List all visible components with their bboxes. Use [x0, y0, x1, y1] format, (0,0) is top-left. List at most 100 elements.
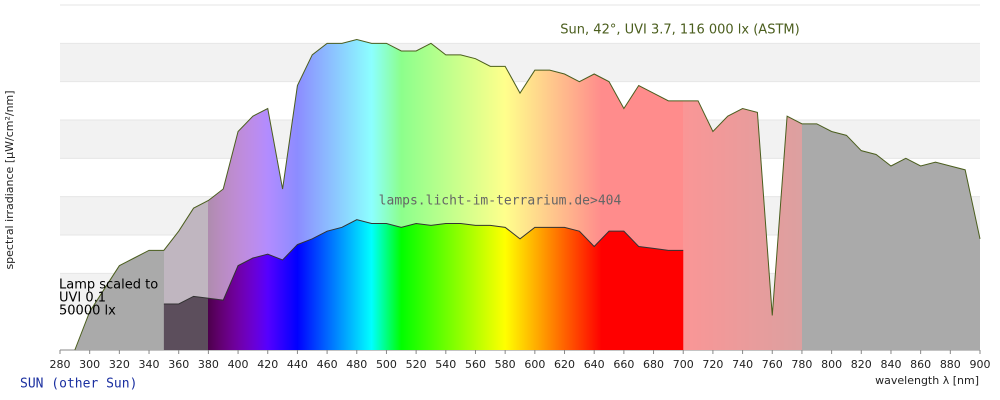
spectrum-fill [438, 219, 440, 350]
spectrum-fill [489, 39, 491, 350]
spectrum-fill [707, 39, 709, 350]
spectrum-fill [394, 39, 396, 350]
spectrum-fill [218, 39, 220, 350]
spectrum-fill [237, 219, 239, 350]
spectrum-fill [379, 219, 381, 350]
spectrum-fill [471, 39, 473, 350]
spectrum-fill [617, 39, 619, 350]
spectrum-fill [600, 219, 602, 350]
spectrum-fill [482, 39, 484, 350]
spectrum-fill [263, 219, 265, 350]
footer-link[interactable]: SUN (other Sun) [20, 377, 137, 392]
spectrum-fill [889, 39, 891, 350]
spectrum-fill [548, 219, 550, 350]
spectrum-fill [234, 219, 236, 350]
spectrum-fill [391, 219, 393, 350]
spectrum-fill [485, 219, 487, 350]
spectrum-fill [730, 39, 732, 350]
spectrum-fill [664, 39, 666, 350]
spectrum-fill [333, 219, 335, 350]
spectrum-fill [428, 39, 430, 350]
spectrum-fill [362, 219, 364, 350]
spectrum-fill [616, 39, 618, 350]
spectrum-fill [232, 219, 234, 350]
spectrum-fill [427, 39, 429, 350]
spectrum-fill [454, 219, 456, 350]
spectrum-fill [615, 39, 617, 350]
spectrum-fill [264, 39, 266, 350]
spectrum-fill [515, 39, 517, 350]
spectrum-fill [443, 219, 445, 350]
spectrum-fill [287, 219, 289, 350]
spectrum-fill [418, 39, 420, 350]
spectrum-fill [551, 39, 553, 350]
spectrum-fill [795, 39, 797, 350]
spectrum-fill [352, 219, 354, 350]
spectrum-fill [643, 219, 645, 350]
spectrum-fill [754, 39, 756, 350]
spectrum-fill [312, 219, 314, 350]
spectrum-fill [380, 39, 382, 350]
spectrum-fill [652, 39, 654, 350]
spectrum-fill [543, 219, 545, 350]
spectrum-fill [484, 219, 486, 350]
spectrum-fill [316, 39, 318, 350]
spectrum-fill [355, 39, 357, 350]
spectrum-fill [583, 39, 585, 350]
spectrum-fill [537, 39, 539, 350]
spectrum-fill [630, 219, 632, 350]
spectrum-fill [342, 39, 344, 350]
spectrum-fill [273, 39, 275, 350]
spectrum-fill [517, 39, 519, 350]
spectrum-fill [557, 219, 559, 350]
spectrum-fill [530, 219, 532, 350]
spectrum-fill [668, 219, 670, 350]
spectrum-fill [927, 39, 929, 350]
spectrum-fill [323, 219, 325, 350]
spectrum-fill [660, 39, 662, 350]
spectrum-fill [332, 219, 334, 350]
spectrum-fill [477, 39, 479, 350]
spectrum-fill [525, 39, 527, 350]
spectrum-fill [846, 39, 848, 350]
x-tick-label: 460 [317, 358, 338, 371]
spectrum-fill [526, 219, 528, 350]
spectrum-fill [564, 219, 566, 350]
spectrum-fill [536, 39, 538, 350]
spectrum-fill [504, 219, 506, 350]
spectrum-fill [359, 219, 361, 350]
spectrum-fill [654, 219, 656, 350]
spectrum-fill [653, 219, 655, 350]
spectrum-fill [361, 219, 363, 350]
spectrum-fill [325, 219, 327, 350]
spectrum-fill [445, 39, 447, 350]
x-tick-label: 320 [109, 358, 130, 371]
spectrum-fill [512, 39, 514, 350]
spectrum-fill [236, 39, 238, 350]
spectrum-fill [606, 39, 608, 350]
spectrum-fill [641, 219, 643, 350]
spectrum-fill [629, 219, 631, 350]
spectrum-fill [895, 39, 897, 350]
spectrum-fill [492, 219, 494, 350]
spectrum-fill [605, 219, 607, 350]
spectrum-fill [308, 39, 310, 350]
spectrum-fill [614, 39, 616, 350]
spectrum-fill [670, 219, 672, 350]
spectrum-fill [332, 39, 334, 350]
spectrum-fill [520, 39, 522, 350]
spectrum-fill [361, 39, 363, 350]
spectrum-fill [381, 219, 383, 350]
spectrum-fill [378, 39, 380, 350]
spectrum-fill [426, 219, 428, 350]
spectrum-fill [304, 39, 306, 350]
spectrum-fill [239, 39, 241, 350]
spectrum-fill [447, 219, 449, 350]
spectrum-fill [375, 39, 377, 350]
spectrum-fill [601, 219, 603, 350]
spectrum-fill [930, 39, 932, 350]
spectrum-fill [349, 219, 351, 350]
spectrum-fill [402, 39, 404, 350]
spectrum-fill [576, 219, 578, 350]
spectrum-fill [724, 39, 726, 350]
